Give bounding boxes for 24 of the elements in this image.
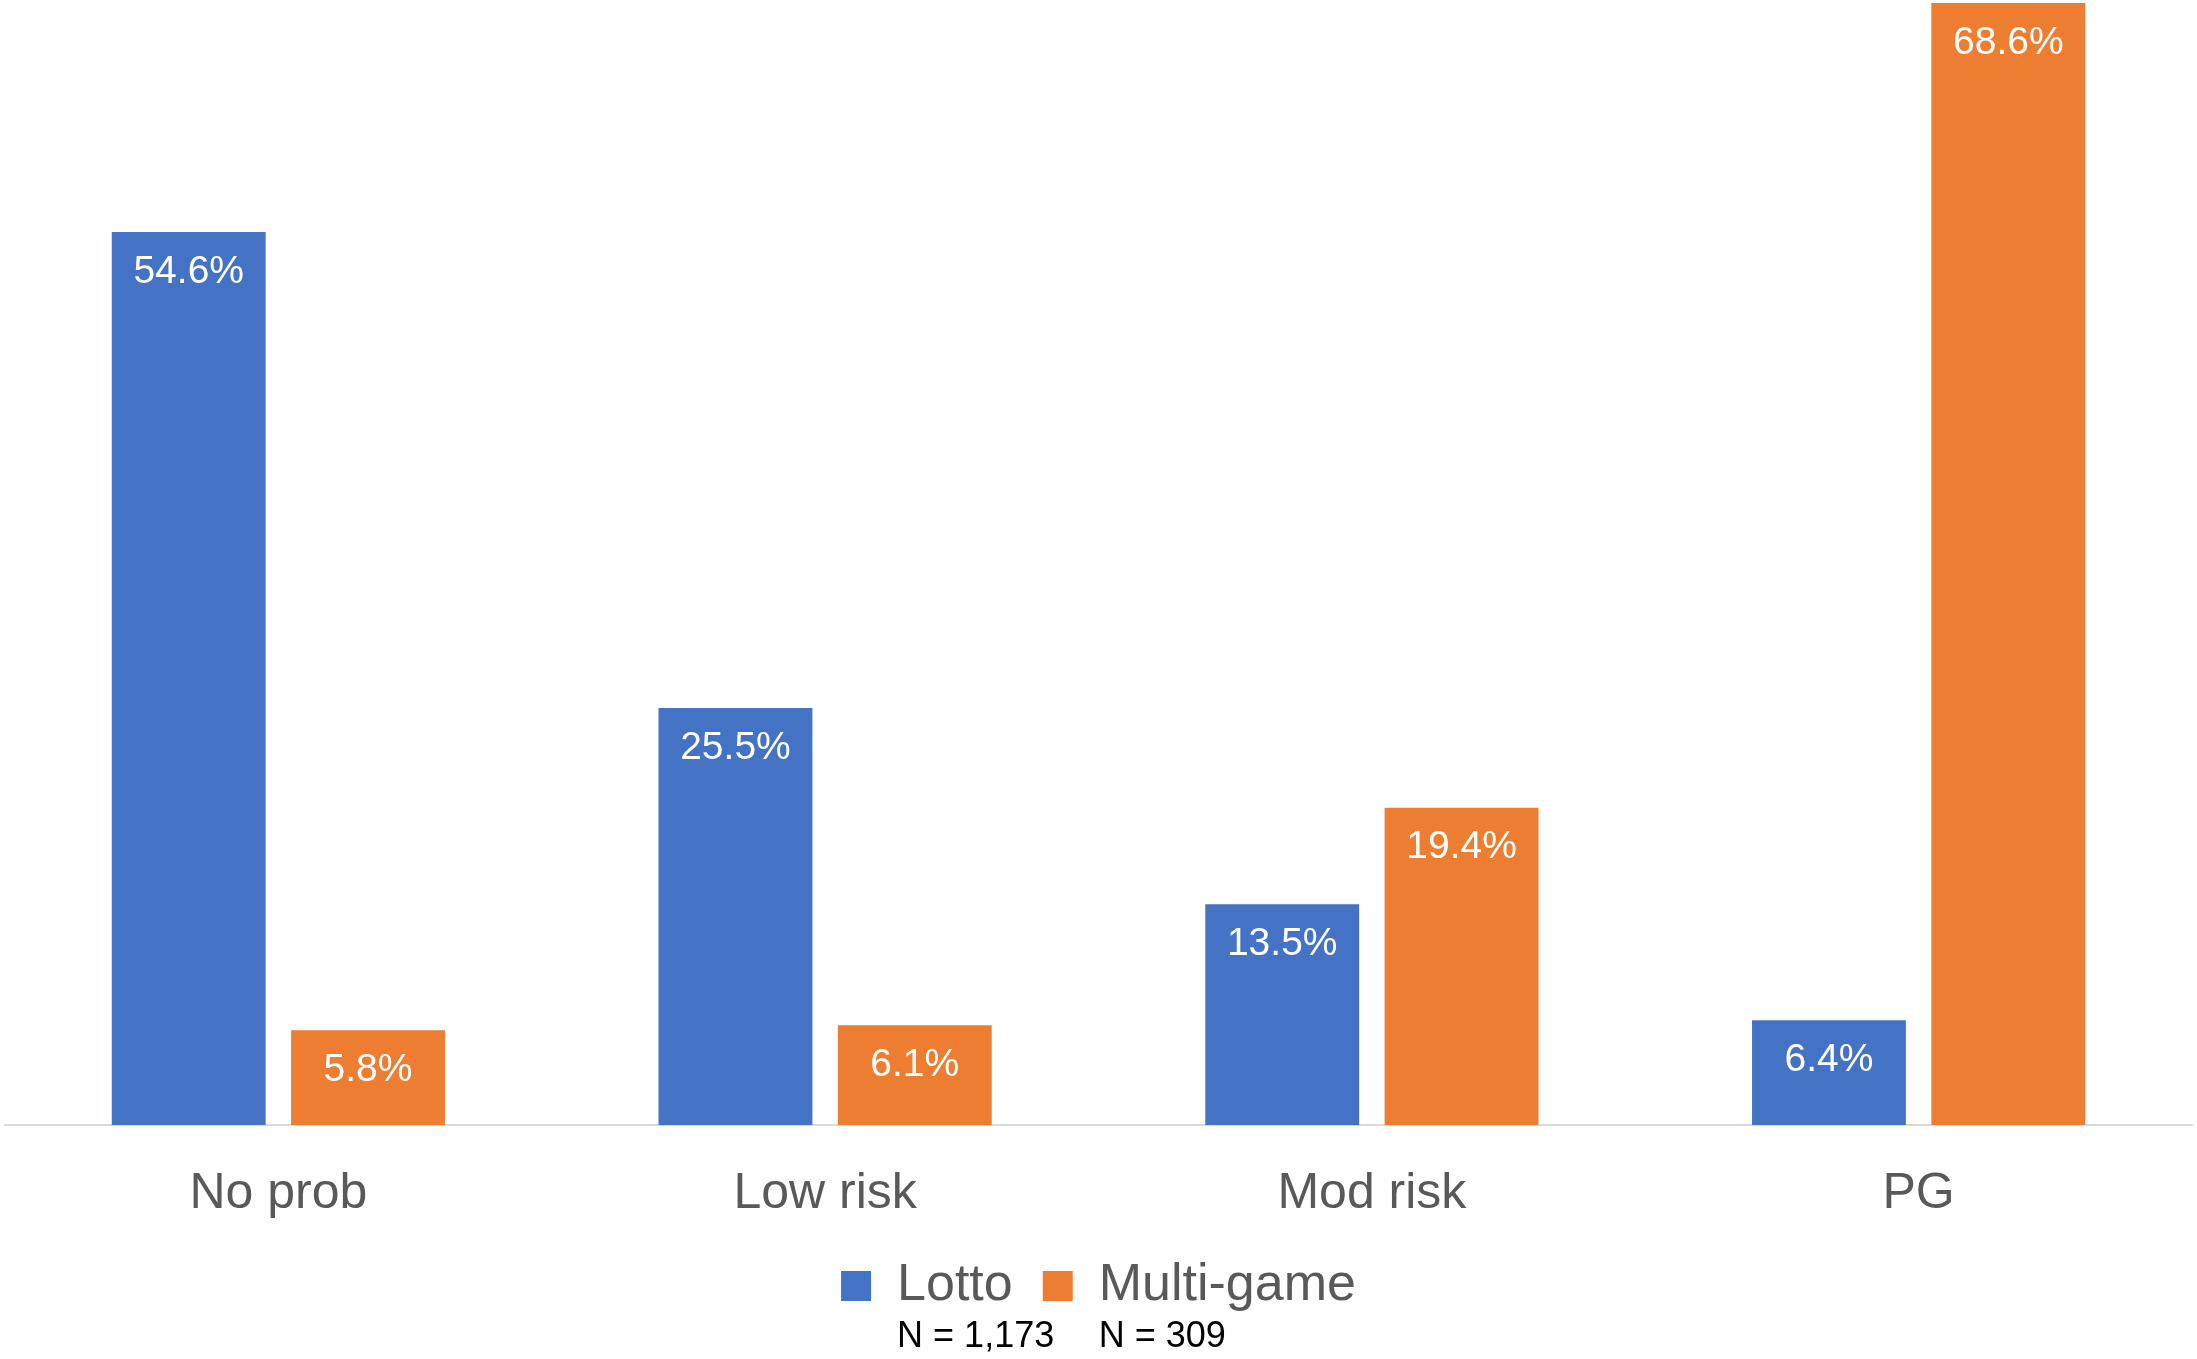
data-label: 19.4% xyxy=(1406,823,1517,867)
bar xyxy=(1384,807,1539,1125)
x-tick-label: Mod risk xyxy=(1277,1162,1468,1219)
bar xyxy=(1931,3,2086,1125)
bar xyxy=(1752,1020,1906,1125)
data-label: 68.6% xyxy=(1953,18,2064,62)
legend-label: Lotto xyxy=(897,1253,1013,1312)
bar xyxy=(837,1025,992,1125)
data-label: 13.5% xyxy=(1226,919,1338,963)
data-label: 54.6% xyxy=(133,247,244,291)
data-label: 6.4% xyxy=(1784,1036,1874,1080)
text: N = 309 xyxy=(1098,1313,1226,1355)
bar xyxy=(111,231,266,1125)
x-tick-label: Low risk xyxy=(733,1162,918,1219)
data-label: 5.8% xyxy=(323,1045,413,1089)
legend-label: Multi-game xyxy=(1098,1253,1356,1312)
bar xyxy=(658,707,813,1125)
data-label: 6.1% xyxy=(870,1040,960,1084)
bar xyxy=(291,1030,445,1125)
bar xyxy=(1205,904,1360,1125)
data-label: 25.5% xyxy=(680,723,791,767)
text: N = 1,173 xyxy=(897,1313,1055,1355)
x-tick-label: No prob xyxy=(189,1162,368,1219)
x-tick-label: PG xyxy=(1882,1162,1955,1219)
